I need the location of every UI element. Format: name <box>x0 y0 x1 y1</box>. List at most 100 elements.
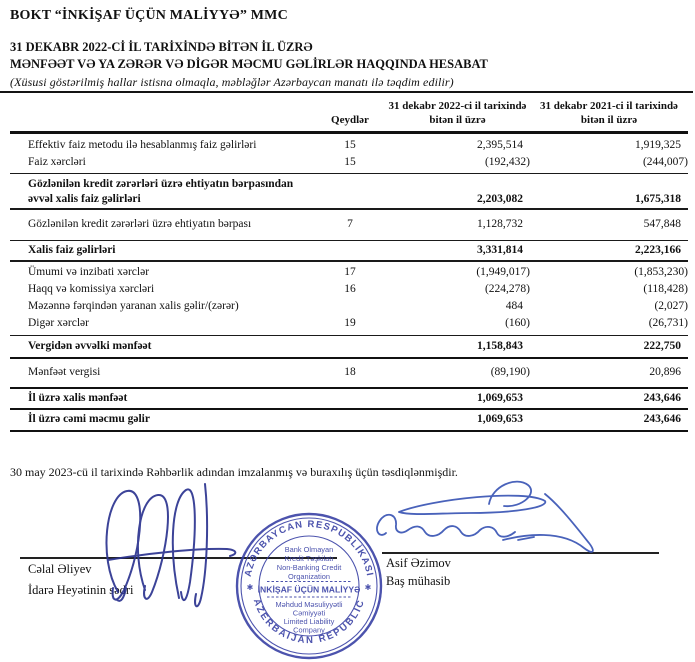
stamp-type-line4: Company <box>293 626 325 635</box>
value-2021-cell: (118,428) <box>643 282 688 295</box>
value-2022-cell: 1,128,732 <box>477 217 523 230</box>
stamp-star-right-icon: ✱ <box>365 583 372 592</box>
table-row: Vergidən əvvəlki mənfəət 1,158,843 222,750 <box>10 336 688 357</box>
value-2021-cell: 20,896 <box>649 366 681 378</box>
notes-cell: 19 <box>344 316 356 329</box>
table-row: Effektiv faiz metodu ilə hesablanmış fai… <box>10 134 688 154</box>
table-row: Mənfəət vergisi 18 (89,190) 20,896 <box>10 359 688 387</box>
table-row: Xalis faiz gəlirləri 3,331,814 2,223,166 <box>10 241 688 260</box>
value-2022-cell: (160) <box>505 316 530 329</box>
table-row: İl üzrə cəmi məcmu gəlir 1,069,653 243,646 <box>10 410 688 430</box>
value-2021-cell: 1,675,318 <box>635 192 681 205</box>
row-label-cell: Mənfəət vergisi <box>28 366 101 378</box>
approval-note: 30 may 2023-cü il tarixində Rəhbərlik ad… <box>10 465 458 479</box>
signer-right-title: Baş mühasib <box>386 574 451 588</box>
currency-note: (Xüsusi göstərilmiş hallar istisna olmaq… <box>10 75 454 89</box>
value-2021-cell: 222,750 <box>643 340 681 352</box>
row-label-cell: Faiz xərcləri <box>28 155 86 168</box>
value-2021-cell: 243,646 <box>643 413 681 425</box>
signer-right-name: Asif Əzimov <box>386 556 451 570</box>
signature-ink-right <box>376 480 594 553</box>
row-label-cell: Vergidən əvvəlki mənfəət <box>28 340 152 352</box>
notes-cell: 7 <box>347 217 353 230</box>
notes-cell: 17 <box>344 265 356 278</box>
stamp-org-line3: Non-Banking Credit <box>277 563 342 572</box>
signer-left-title: İdarə Heyətinin sədri <box>28 583 134 597</box>
value-2021-cell: 1,919,325 <box>635 138 681 151</box>
value-2022-cell: (1,949,017) <box>476 265 530 278</box>
table-rule <box>10 387 688 389</box>
table-rule <box>10 208 688 210</box>
value-2022-cell: (89,190) <box>490 366 530 378</box>
row-label-cell: Effektiv faiz metodu ilə hesablanmış fai… <box>28 138 257 151</box>
row-label-cell: İl üzrə cəmi məcmu gəlir <box>28 413 150 425</box>
table-rule <box>10 334 688 336</box>
row-label-cell: Məzənnə fərqindən yaranan xalis gəlir/(z… <box>28 299 239 312</box>
report-title-line1: 31 DEKABR 2022-Cİ İL TARİXİNDƏ BİTƏN İL … <box>10 40 313 54</box>
value-2021-cell: (1,853,230) <box>634 265 688 278</box>
table-body: Effektiv faiz metodu ilə hesablanmış fai… <box>10 134 688 432</box>
row-label-cell: Gözlənilən kredit zərərləri üzrə ehtiyat… <box>28 178 294 205</box>
value-2022-cell: 2,203,082 <box>477 192 523 205</box>
table-rule <box>10 172 688 174</box>
value-2022-cell: 484 <box>505 299 523 312</box>
table-rule <box>10 239 688 241</box>
table-row: Faiz xərcləri 15 (192,432) (244,007) <box>10 154 688 173</box>
row-label-cell: Gözlənilən kredit zərərləri üzrə ehtiyat… <box>28 217 252 230</box>
stamp-type-line1: Məhdud Məsuliyyətli <box>276 600 343 609</box>
table-row: Ümumi və inzibati xərclər 17 (1,949,017) (1… <box>10 262 688 281</box>
value-2021-cell: (244,007) <box>642 155 688 168</box>
company-name: BOKT “İNKİŞAF ÜÇÜN MALİYYƏ” MMC <box>10 8 288 23</box>
table-row: Digər xərclər 19 (160) (26,731) <box>10 315 688 335</box>
table-rule <box>10 408 688 410</box>
company-stamp: AZƏRBAYCAN RESPUBLİKASI AZERBAIJAN REPUB… <box>234 511 384 661</box>
stamp-star-left-icon: ✱ <box>247 583 254 592</box>
value-2021-cell: (2,027) <box>654 299 688 312</box>
row-label-cell: Haqq və komissiya xərcləri <box>28 282 155 295</box>
table-rule <box>10 260 688 262</box>
notes-column-header: Qeydlər <box>331 114 369 126</box>
value-2021-cell: (26,731) <box>648 316 688 329</box>
table-row: Gözlənilən kredit zərərləri üzrə ehtiyat… <box>10 210 688 240</box>
notes-cell: 18 <box>344 366 356 378</box>
value-2021-cell: 243,646 <box>643 392 681 404</box>
value-2022-cell: 1,069,653 <box>477 413 523 425</box>
header-divider <box>0 91 693 93</box>
notes-cell: 15 <box>344 138 356 151</box>
value-2022-cell: 2,395,514 <box>477 138 523 151</box>
table-header-rule <box>10 131 688 134</box>
value-2022-cell: (224,278) <box>484 282 530 295</box>
table-row: Gözlənilən kredit zərərləri üzrə ehtiyat… <box>10 174 688 208</box>
stamp-org-line2: Kredit Təşkilatı <box>285 554 334 563</box>
row-label-cell: İl üzrə xalis mənfəət <box>28 392 128 404</box>
value-2021-cell: 2,223,166 <box>635 244 681 256</box>
signature-line-right <box>382 552 659 554</box>
value-2021-cell: 547,848 <box>643 217 681 230</box>
stamp-company-name: İNKİŞAF ÜÇÜN MALİYYƏ <box>258 585 361 595</box>
stamp-org-line4: Organization <box>288 572 330 581</box>
signer-left-name: Cəlal Əliyev <box>28 562 92 576</box>
table-rule <box>10 357 688 359</box>
stamp-org-line1: Bank Olmayan <box>285 545 333 554</box>
row-label-cell: Xalis faiz gəlirləri <box>28 244 116 256</box>
value-2022-cell: 1,069,653 <box>477 392 523 404</box>
document-header: BOKT “İNKİŞAF ÜÇÜN MALİYYƏ” MMC 31 DEKAB… <box>0 0 695 90</box>
table-rule <box>10 430 688 432</box>
value-2022-cell: 1,158,843 <box>477 340 523 352</box>
value-2022-cell: 3,331,814 <box>477 244 523 256</box>
notes-cell: 15 <box>344 155 356 168</box>
income-statement-table: Qeydlər 31 dekabr 2022-ci il tarixində b… <box>10 93 688 432</box>
table-row: Haqq və komissiya xərcləri 16 (224,278) (11… <box>10 281 688 298</box>
stamp-type-line2: Cəmiyyəti <box>293 609 326 618</box>
year-2021-column-header: 31 dekabr 2021-ci il tarixində bitən il … <box>540 100 678 126</box>
row-label-cell: Digər xərclər <box>28 316 89 329</box>
row-label-cell: Ümumi və inzibati xərclər <box>28 265 150 278</box>
table-row: İl üzrə xalis mənfəət 1,069,653 243,646 <box>10 389 688 408</box>
year-2022-column-header: 31 dekabr 2022-ci il tarixində bitən il … <box>388 100 527 126</box>
stamp-type-line3: Limited Liability <box>284 617 335 626</box>
notes-cell: 16 <box>344 282 356 295</box>
value-2022-cell: (192,432) <box>484 155 530 168</box>
report-title-line2: MƏNFƏƏT VƏ YA ZƏRƏR VƏ DİGƏR MƏCMU GƏLİR… <box>10 56 488 71</box>
stamp-seal-icon: AZƏRBAYCAN RESPUBLİKASI AZERBAIJAN REPUB… <box>235 512 383 660</box>
